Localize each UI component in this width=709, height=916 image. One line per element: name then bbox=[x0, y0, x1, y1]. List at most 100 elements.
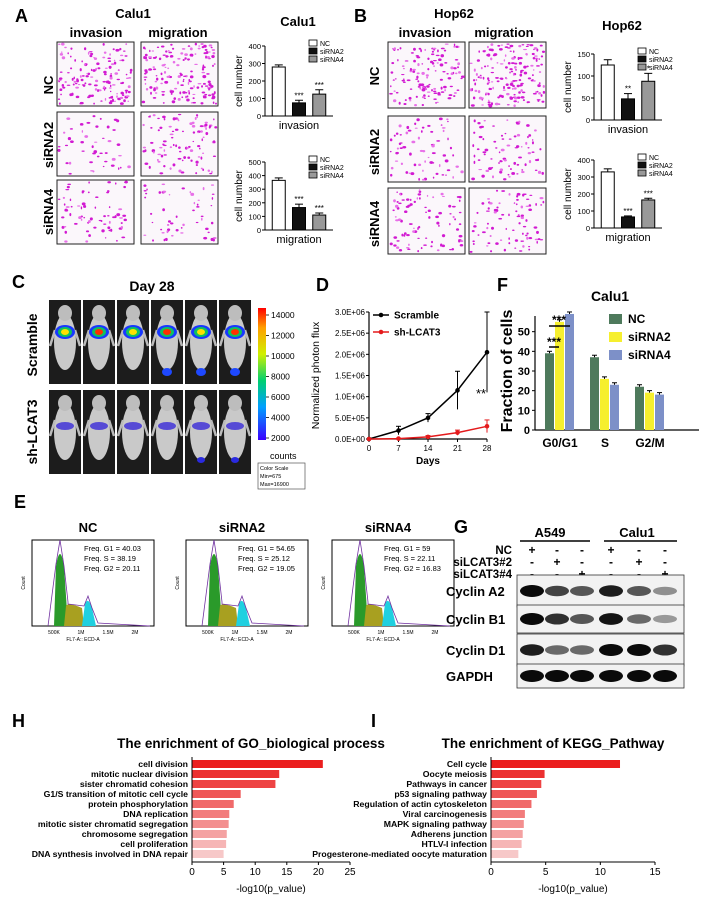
cell-stain bbox=[125, 77, 130, 80]
cell-stain bbox=[473, 160, 476, 164]
protein-band bbox=[545, 670, 569, 682]
x-tick-label: 21 bbox=[453, 444, 462, 453]
mouse-body bbox=[190, 404, 212, 460]
cell-stain bbox=[406, 234, 410, 237]
cell-stain bbox=[478, 168, 483, 171]
cell-stain bbox=[540, 204, 543, 206]
cell-stain bbox=[207, 80, 211, 84]
cell-stain bbox=[145, 192, 148, 195]
cell-stain bbox=[481, 104, 484, 106]
cell-stain bbox=[514, 62, 518, 65]
cell-stain bbox=[478, 96, 483, 100]
cell-stain bbox=[452, 215, 455, 219]
cell-stain bbox=[164, 80, 169, 84]
cell-stain bbox=[413, 47, 416, 51]
cell-stain bbox=[80, 141, 84, 144]
cell-stain bbox=[417, 136, 420, 140]
legend-swatch bbox=[308, 47, 318, 55]
flow-stat-label: Freq. G1 = 59 bbox=[384, 544, 430, 553]
cell-stain bbox=[500, 134, 504, 137]
y-tick-label: 100 bbox=[248, 95, 261, 104]
cell-stain bbox=[515, 203, 518, 206]
protein-band bbox=[545, 645, 569, 655]
s-phase-area bbox=[364, 604, 384, 626]
cell-stain bbox=[484, 148, 489, 152]
term-label: Oocyte meiosis bbox=[423, 769, 487, 779]
cell-stain bbox=[423, 244, 427, 246]
cell-stain bbox=[398, 124, 402, 128]
bioluminescence-signal bbox=[129, 329, 137, 335]
cell-stain bbox=[396, 240, 400, 242]
cell-stain bbox=[57, 98, 61, 101]
cell-stain bbox=[473, 225, 477, 228]
cell-stain bbox=[431, 152, 436, 155]
cell-stain bbox=[212, 236, 217, 240]
cell-stain bbox=[490, 158, 493, 160]
cell-stain bbox=[61, 42, 65, 46]
legend-swatch bbox=[308, 163, 318, 171]
cell-stain bbox=[118, 155, 122, 157]
cell-stain bbox=[497, 44, 501, 47]
y-tick-label: 0 bbox=[524, 425, 530, 437]
cell-stain bbox=[197, 156, 201, 158]
enrichment-bar bbox=[192, 780, 276, 788]
legend-label: siRNA2 bbox=[649, 163, 673, 170]
y-axis-label: Count bbox=[21, 576, 27, 590]
micrograph-a-sirna2-migration bbox=[140, 111, 219, 177]
cell-stain bbox=[499, 63, 504, 65]
cell-stain bbox=[440, 54, 445, 58]
y-tick-label: 3.0E+06 bbox=[335, 308, 366, 317]
cell-stain bbox=[406, 125, 410, 130]
cell-stain bbox=[193, 85, 195, 88]
cell-stain bbox=[508, 165, 510, 167]
y-tick-label: 30 bbox=[518, 366, 530, 378]
cell-stain bbox=[163, 144, 167, 147]
cell-stain bbox=[430, 130, 434, 133]
cell-stain bbox=[179, 91, 182, 95]
cell-stain bbox=[180, 171, 185, 174]
cell-stain bbox=[392, 79, 395, 81]
cell-stain bbox=[402, 145, 407, 149]
cell-stain bbox=[124, 89, 129, 92]
cell-stain bbox=[142, 123, 145, 127]
cell-stain bbox=[73, 80, 77, 83]
cell-stain bbox=[197, 83, 202, 85]
cell-stain bbox=[401, 199, 405, 201]
cell-stain bbox=[537, 238, 541, 241]
mouse-limb bbox=[48, 419, 57, 437]
cell-stain bbox=[533, 226, 538, 229]
cell-stain bbox=[103, 73, 107, 76]
cell-stain bbox=[518, 222, 521, 225]
cell-stain bbox=[476, 148, 480, 151]
cell-stain bbox=[123, 185, 126, 189]
cell-stain bbox=[104, 97, 107, 101]
cell-stain bbox=[416, 56, 421, 59]
cell-stain bbox=[525, 234, 528, 237]
cell-stain bbox=[415, 95, 418, 98]
cell-stain bbox=[146, 188, 148, 191]
y-tick-label: 100 bbox=[577, 72, 590, 81]
cell-stain bbox=[103, 223, 107, 225]
cell-stain bbox=[411, 140, 416, 144]
term-label: Progesterone-mediated oocyte maturation bbox=[312, 849, 487, 859]
bar bbox=[655, 394, 664, 430]
cell-stain bbox=[518, 61, 523, 65]
cell-stain bbox=[184, 53, 188, 56]
cell-stain bbox=[408, 96, 412, 100]
cell-stain bbox=[195, 221, 199, 224]
cell-stain bbox=[536, 230, 539, 234]
cell-stain bbox=[185, 92, 188, 94]
cell-stain bbox=[441, 234, 446, 238]
cell-stain bbox=[80, 218, 83, 221]
cell-stain bbox=[182, 59, 185, 61]
y-tick-label: 0 bbox=[257, 226, 261, 235]
mouse-head bbox=[160, 395, 174, 411]
mouse-body bbox=[190, 314, 212, 370]
g2-peak bbox=[236, 600, 250, 626]
y-axis-label: cell number bbox=[563, 60, 574, 112]
term-label: protein phosphorylation bbox=[88, 799, 188, 809]
bar bbox=[565, 313, 574, 430]
protein-band bbox=[570, 670, 594, 682]
cell-stain bbox=[420, 49, 422, 53]
cell-stain bbox=[521, 91, 526, 94]
